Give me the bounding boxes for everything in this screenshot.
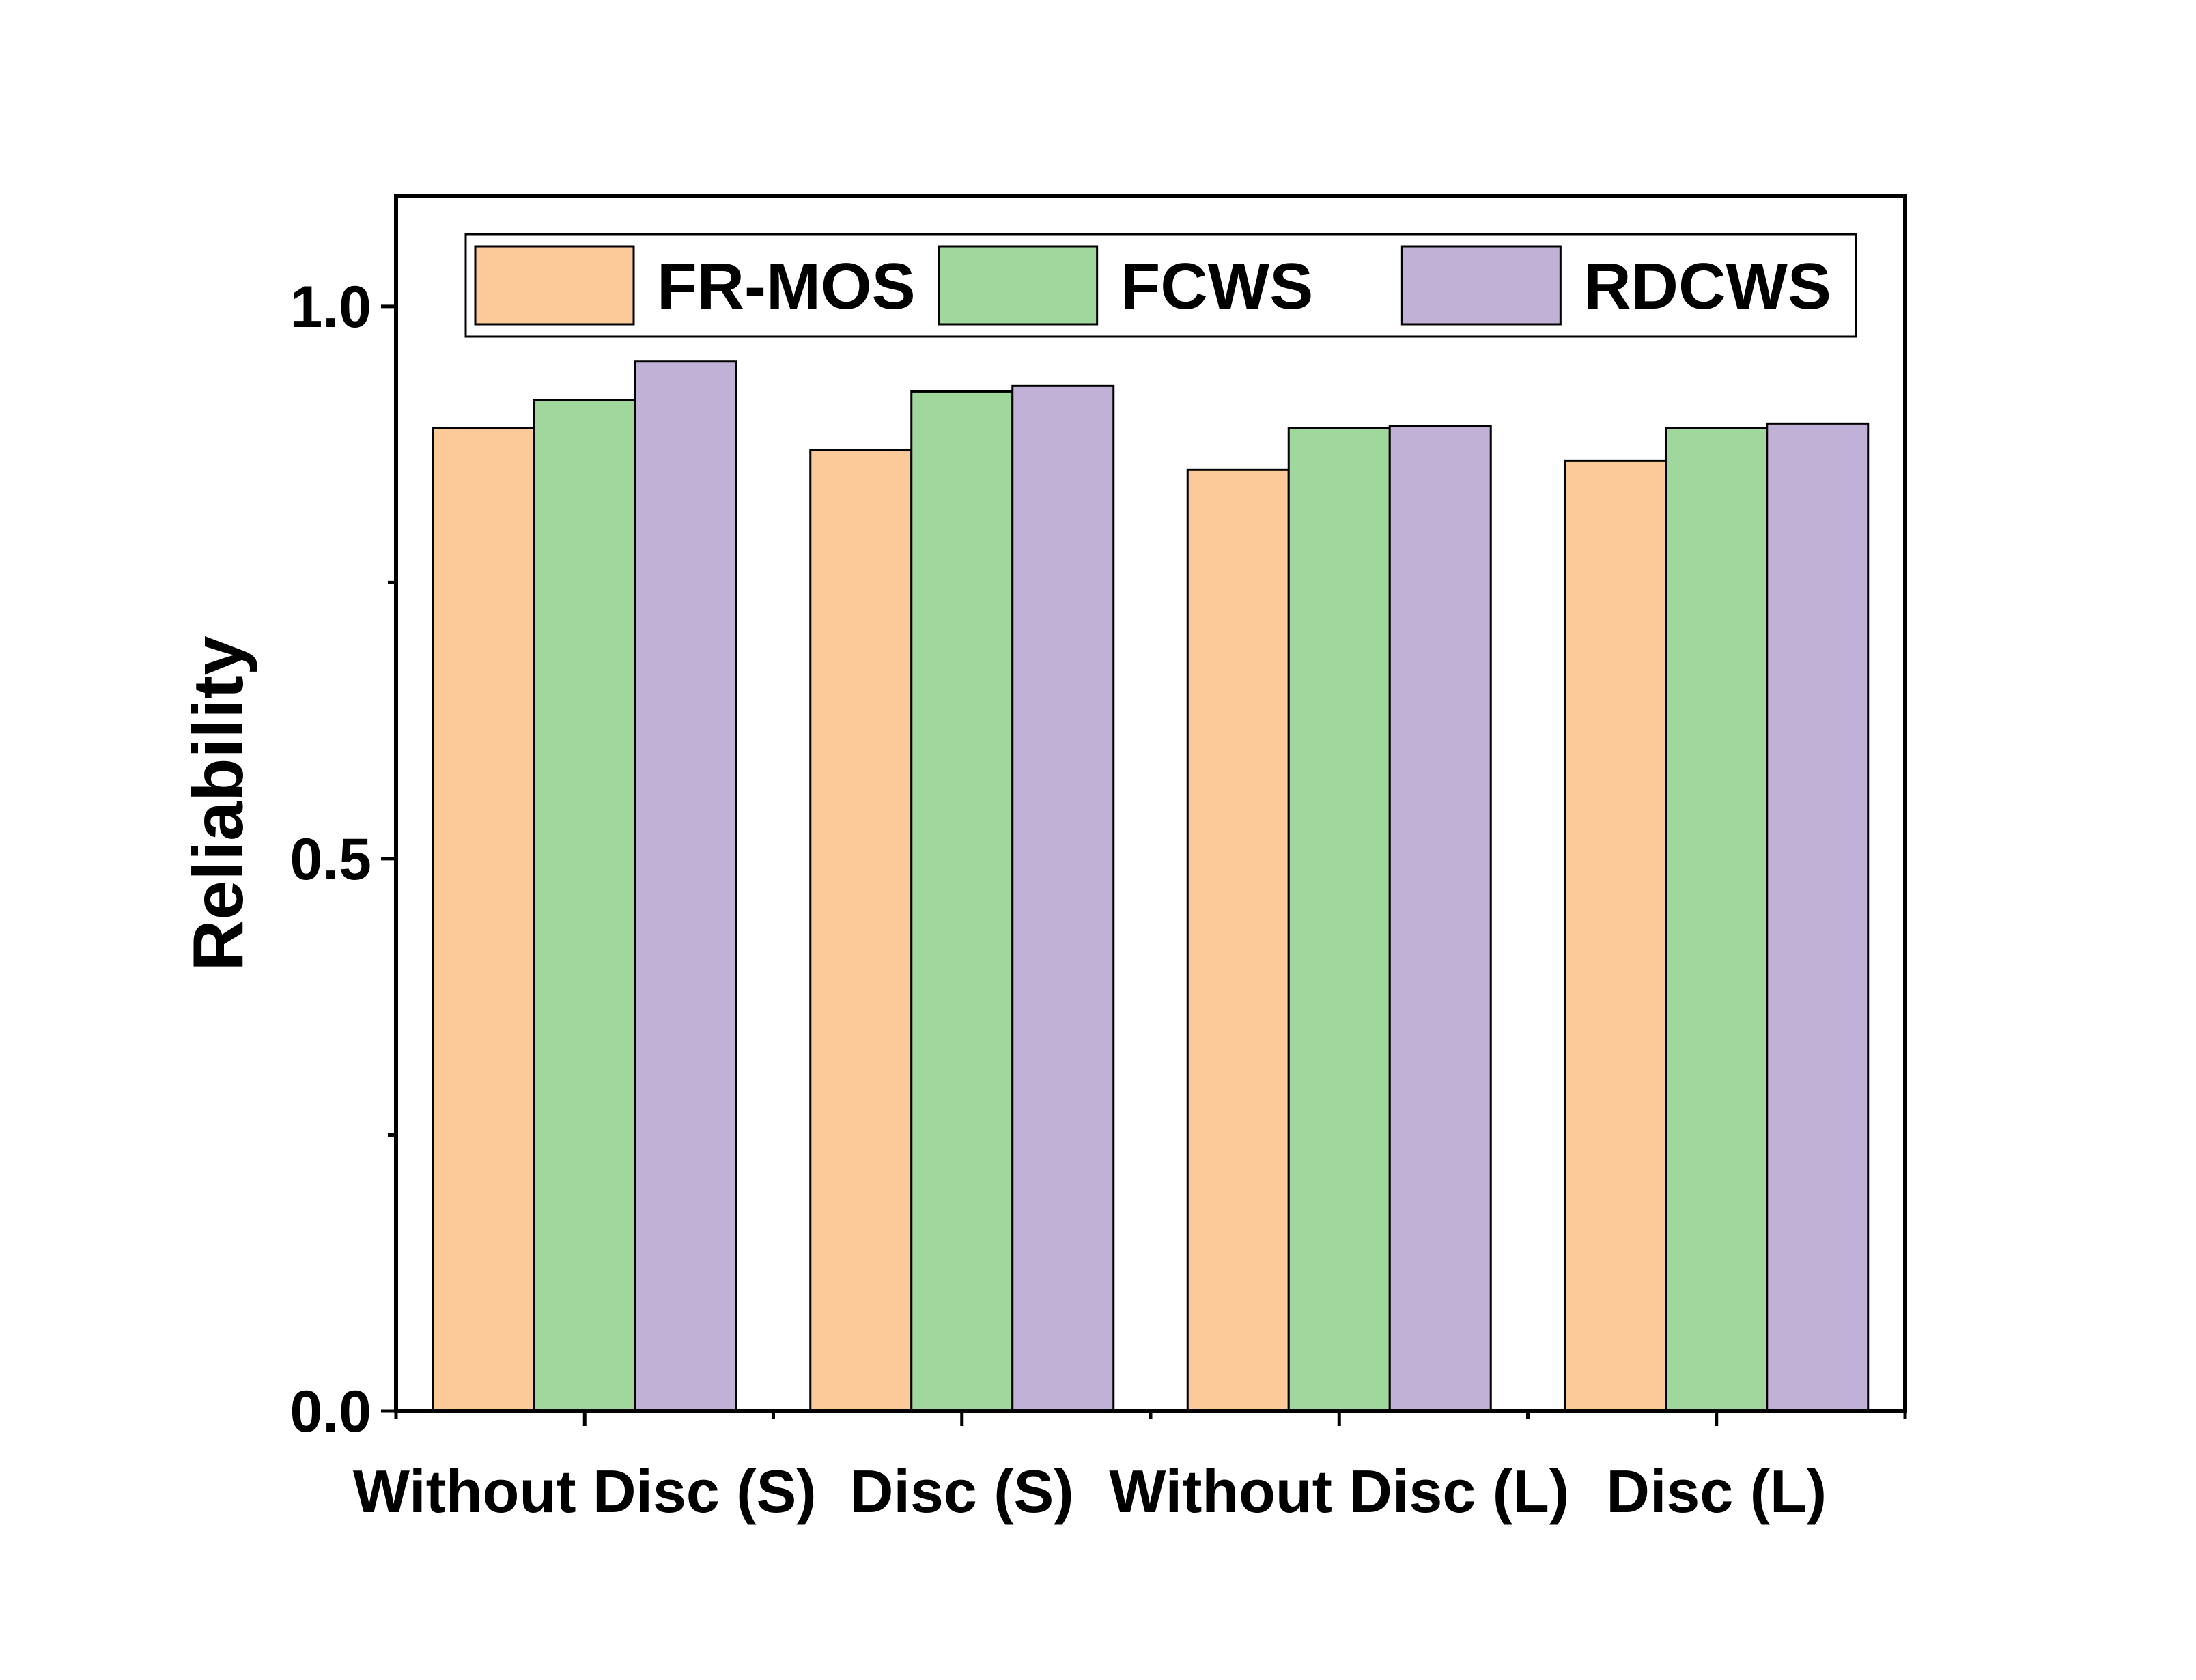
y-tick-label: 0.5 (290, 827, 371, 892)
bar-fcws-2 (910, 390, 1014, 1412)
legend-box (464, 233, 1857, 338)
bar-rdcws-3 (1388, 425, 1492, 1412)
x-tick-label: Without Disc (L) (1109, 1457, 1569, 1525)
legend-label-fcws: FCWS (1121, 250, 1314, 323)
legend-swatch-fr-mos (474, 245, 635, 326)
bar-fcws-3 (1287, 427, 1391, 1412)
axes-group: 0.0 0.5 1.0 Without Disc (S) Disc (S) Without… (290, 194, 1907, 1525)
bar-fr-mos-4 (1564, 459, 1667, 1412)
legend-label-rdcws: RDCWS (1583, 250, 1831, 323)
bar-rdcws-2 (1011, 384, 1115, 1412)
bar-fcws-1 (533, 399, 636, 1412)
bar-fr-mos-1 (432, 427, 535, 1412)
x-tick-label: Disc (L) (1606, 1457, 1827, 1525)
legend: FR-MOS FCWS RDCWS (464, 233, 1857, 338)
bar-fcws-4 (1665, 427, 1769, 1412)
bar-fr-mos-2 (809, 449, 913, 1412)
x-tick-label: Without Disc (S) (353, 1457, 817, 1525)
legend-label-fr-mos: FR-MOS (657, 250, 916, 323)
legend-swatch-fcws (938, 245, 1099, 326)
x-tick-label: Disc (S) (850, 1457, 1074, 1525)
y-tick-label: 1.0 (290, 274, 371, 340)
bar-rdcws-1 (634, 360, 737, 1412)
y-tick-label: 0.0 (290, 1379, 371, 1444)
bar-rdcws-4 (1766, 422, 1870, 1412)
bars-group (432, 360, 1870, 1412)
bar-fr-mos-3 (1186, 468, 1290, 1412)
y-axis-title: Reliability (179, 636, 258, 971)
legend-swatch-rdcws (1400, 245, 1562, 326)
